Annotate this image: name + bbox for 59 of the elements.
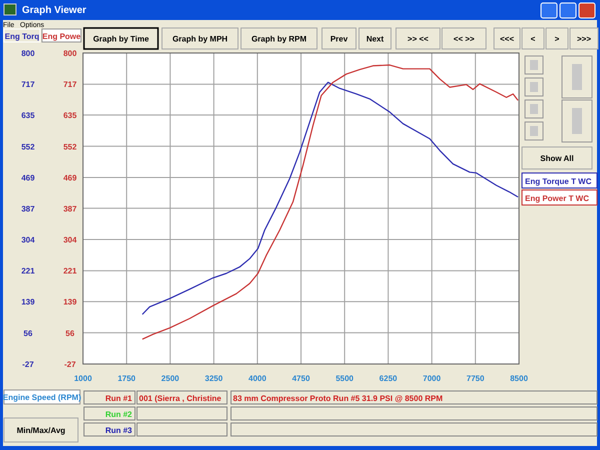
- x-axis-title: Engine Speed (RPM): [2, 393, 82, 402]
- y-tick-label: 552: [21, 142, 36, 152]
- x-tick-label: 3250: [204, 374, 224, 383]
- text: >>>: [576, 34, 592, 44]
- y-tick-label: 800: [21, 49, 36, 58]
- text: >> <<: [408, 34, 429, 44]
- text: << >>: [454, 34, 475, 44]
- line-series: [142, 64, 519, 340]
- y2-tick-label: 304: [63, 236, 78, 245]
- y2-tick-label: 552: [63, 142, 78, 152]
- text: Graph by Time: [93, 34, 150, 44]
- y2-tick-label: 635: [63, 111, 78, 120]
- text: Run #3: [105, 426, 133, 435]
- x-tick-label: 1750: [118, 374, 136, 383]
- text: Graph Viewer: [22, 5, 86, 16]
- series-label: Eng Torque T WC: [525, 177, 592, 186]
- y2-axis-title: Eng Powe: [42, 32, 82, 41]
- text: Run #1: [105, 394, 133, 403]
- line-series: [142, 82, 519, 315]
- y-tick-label: 139: [21, 298, 36, 307]
- y-tick-label: 221: [21, 266, 36, 276]
- y-tick-label: 56: [24, 328, 33, 338]
- text: Graph by MPH: [172, 34, 228, 44]
- text: Next: [366, 34, 384, 44]
- text: <<<: [500, 34, 514, 44]
- text: >: [554, 34, 560, 44]
- x-tick-label: 4750: [292, 374, 310, 383]
- text: 83 mm Compressor Proto Run #5 31.9 PSI @ 8500 RPM: [233, 394, 443, 403]
- text: Graph by RPM: [251, 34, 307, 44]
- y-axis-title: Eng Torq: [4, 32, 40, 41]
- text: Show All: [540, 154, 574, 163]
- y2-tick-label: 800: [63, 49, 78, 58]
- y-tick-label: 717: [21, 80, 36, 90]
- y2-tick-label: 139: [63, 298, 78, 307]
- y-tick-label: -27: [22, 360, 34, 369]
- text: Prev: [330, 34, 348, 44]
- x-tick-label: 2500: [161, 374, 180, 383]
- x-tick-label: 5500: [336, 374, 354, 383]
- y-tick-label: 635: [21, 111, 36, 120]
- text: <: [530, 34, 536, 44]
- text: 001 (Sierra , Christine: [139, 394, 222, 403]
- text: Run #2: [105, 410, 133, 419]
- y2-tick-label: 387: [63, 204, 78, 214]
- y-tick-label: 304: [21, 236, 36, 245]
- y-tick-label: 469: [21, 173, 36, 182]
- y2-tick-label: 56: [66, 328, 75, 338]
- x-tick-label: 6250: [379, 374, 398, 383]
- x-tick-label: 7000: [422, 374, 442, 383]
- text: Eng Power T WC: [525, 194, 590, 203]
- y2-tick-label: 717: [63, 80, 78, 90]
- y2-tick-label: 221: [63, 266, 78, 276]
- x-tick-label: 4000: [248, 374, 267, 383]
- y-tick-label: 387: [21, 204, 36, 214]
- y2-tick-label: 469: [63, 173, 78, 182]
- text: Min/Max/Avg: [16, 426, 66, 435]
- x-tick-label: 1000: [74, 374, 92, 383]
- x-tick-label: 7750: [466, 374, 485, 383]
- y2-tick-label: -27: [64, 360, 76, 369]
- x-tick-label: 8500: [510, 374, 528, 383]
